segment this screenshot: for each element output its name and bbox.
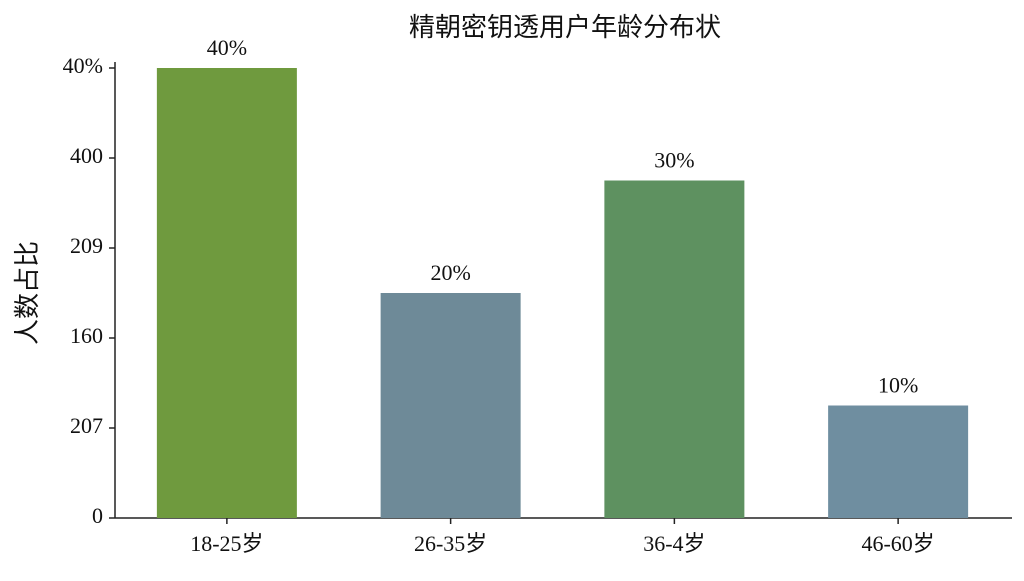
y-tick-label: 207 <box>70 413 103 438</box>
y-tick-label: 160 <box>70 323 103 348</box>
value-label: 10% <box>878 373 918 398</box>
bar <box>604 180 745 518</box>
x-tick-label: 18-25岁 <box>190 531 263 556</box>
y-tick-label: 0 <box>92 503 103 528</box>
y-tick-label: 40% <box>63 53 103 78</box>
y-tick-label: 209 <box>70 233 103 258</box>
x-tick-label: 46-60岁 <box>861 531 934 556</box>
bar <box>156 68 297 518</box>
y-axis-label: 人数占比 <box>13 241 42 345</box>
x-tick-label: 36-4岁 <box>643 531 705 556</box>
chart-title: 精朝密钥透用户年龄分布状 <box>409 13 721 42</box>
value-label: 20% <box>430 260 470 285</box>
bar <box>380 293 521 518</box>
y-tick-label: 400 <box>70 143 103 168</box>
value-label: 30% <box>654 148 694 173</box>
value-label: 40% <box>207 35 247 60</box>
bar <box>828 405 969 518</box>
x-tick-label: 26-35岁 <box>414 531 487 556</box>
